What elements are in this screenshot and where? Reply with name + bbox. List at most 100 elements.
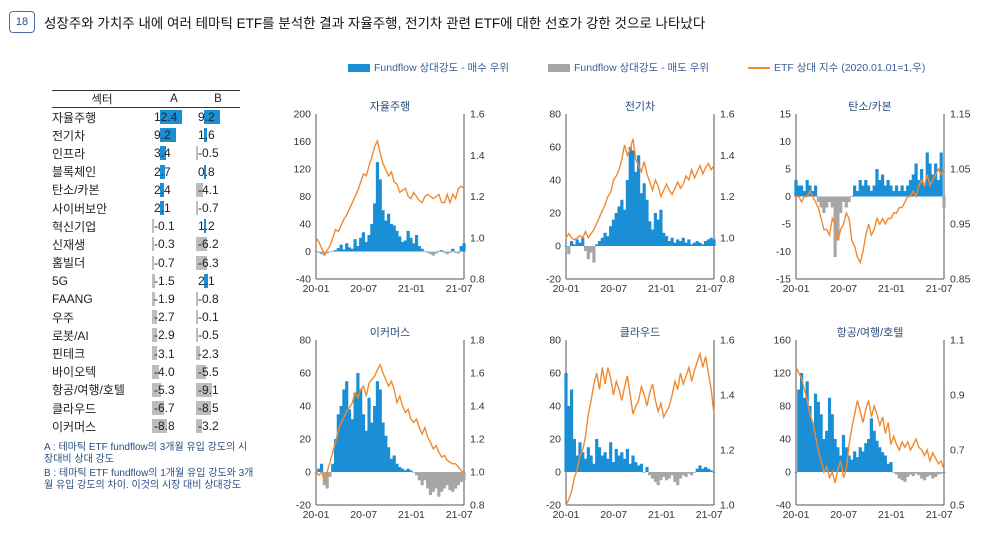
x-tick-label: 20-07 xyxy=(350,283,377,295)
table-value-b: 1.2 xyxy=(198,219,215,234)
fundflow-sell-bar xyxy=(653,472,657,482)
fundflow-sell-bar xyxy=(456,251,461,254)
y2-tick-label: 1.6 xyxy=(720,109,735,121)
table-bar-a xyxy=(152,382,162,397)
table-cell-b: -5.5 xyxy=(196,363,240,381)
fundflow-sell-bar xyxy=(841,196,846,202)
table-bar-b xyxy=(196,382,213,397)
fundflow-buy-bar xyxy=(664,236,669,246)
fundflow-sell-bar xyxy=(673,472,677,482)
table-cell-a: 9.2 xyxy=(152,126,196,144)
fundflow-buy-bar xyxy=(869,418,873,472)
table-cell-a: 3.4 xyxy=(152,144,196,162)
fundflow-buy-bar xyxy=(805,180,809,197)
table-cell-sector: 로봇/AI xyxy=(52,328,89,343)
fundflow-buy-bar xyxy=(361,232,366,252)
table-row: FAANG -1.9 -0.8 xyxy=(52,290,240,308)
fundflow-buy-bar xyxy=(841,434,846,472)
fundflow-buy-bar xyxy=(648,221,652,246)
table-cell-a: -8.8 xyxy=(152,417,196,435)
table-value-a: -2.7 xyxy=(154,310,175,325)
fundflow-buy-bar xyxy=(642,472,646,473)
fundflow-buy-bar xyxy=(645,467,649,472)
fundflow-sell-bar xyxy=(431,472,435,492)
legend-buy-label: Fundflow 상대강도 - 매수 우위 xyxy=(374,62,510,74)
fundflow-buy-bar xyxy=(701,244,705,246)
fundflow-buy-bar xyxy=(886,463,890,472)
fundflow-buy-bar xyxy=(869,191,873,197)
fundflow-buy-bar xyxy=(606,458,610,472)
table-value-b: 0.8 xyxy=(198,164,215,179)
x-tick-label: 20-01 xyxy=(303,283,330,295)
table-cell-a: -1.5 xyxy=(152,272,196,290)
y-tick-label: 20 xyxy=(549,434,561,446)
fundflow-buy-bar xyxy=(350,248,354,252)
y-tick-label: 60 xyxy=(549,142,561,154)
fundflow-buy-bar xyxy=(617,455,621,472)
legend-sell-label: Fundflow 상대강도 - 매도 우위 xyxy=(574,62,710,74)
fundflow-buy-bar xyxy=(797,389,801,472)
fundflow-buy-bar xyxy=(883,185,887,197)
table-cell-sector: 혁신기업 xyxy=(52,219,97,234)
fundflow-buy-bar xyxy=(911,174,915,197)
fundflow-buy-bar xyxy=(709,470,713,472)
fundflow-buy-bar xyxy=(706,239,711,246)
y-tick-label: 40 xyxy=(299,219,311,231)
fundflow-buy-bar xyxy=(894,185,899,197)
y2-tick-label: 1.6 xyxy=(720,335,735,347)
fundflow-buy-bar xyxy=(347,409,352,472)
table-row: 신재생 -0.3 -6.2 xyxy=(52,235,240,253)
fundflow-buy-bar xyxy=(364,241,368,252)
fundflow-buy-bar xyxy=(392,455,396,472)
y2-tick-label: 0.9 xyxy=(950,390,965,402)
fundflow-buy-bar xyxy=(331,251,335,252)
x-tick-label: 21-07 xyxy=(696,509,723,521)
table-row: 탄소/카본 2.4 -4.1 xyxy=(52,181,240,199)
table-cell-sector: 홈빌더 xyxy=(52,256,86,271)
fundflow-buy-bar xyxy=(364,430,368,472)
fundflow-sell-bar xyxy=(426,472,430,489)
fundflow-sell-bar xyxy=(440,472,444,492)
fundflow-buy-bar xyxy=(367,397,371,472)
fundflow-sell-bar xyxy=(936,472,941,475)
table-cell-sector: 전기차 xyxy=(52,128,86,143)
fundflow-buy-bar xyxy=(403,470,407,472)
table-cell-sector: 탄소/카본 xyxy=(52,183,100,198)
x-tick-label: 21-01 xyxy=(648,283,675,295)
fundflow-buy-bar xyxy=(816,401,820,472)
fundflow-buy-bar xyxy=(690,244,694,246)
x-tick-label: 20-01 xyxy=(303,509,330,521)
table-cell-sector: 클라우드 xyxy=(52,401,97,416)
fundflow-buy-bar xyxy=(353,392,357,472)
y-tick-label: -15 xyxy=(776,274,791,286)
y-tick-label: 60 xyxy=(299,368,311,380)
fundflow-sell-bar xyxy=(656,472,660,486)
fundflow-buy-bar xyxy=(414,235,419,252)
fundflow-sell-bar xyxy=(819,196,823,208)
fundflow-sell-bar xyxy=(690,472,694,476)
table-bar-b xyxy=(204,219,207,234)
table-bar-b xyxy=(204,110,221,124)
table-cell-b: 1.6 xyxy=(196,126,240,144)
table-cell-b: 1.2 xyxy=(196,217,240,235)
fundflow-sell-bar xyxy=(451,472,455,492)
etf-relative-index-line xyxy=(315,138,465,256)
fundflow-sell-bar xyxy=(827,196,832,202)
fundflow-sell-bar xyxy=(897,472,901,479)
fundflow-buy-bar xyxy=(392,225,396,252)
fundflow-sell-bar xyxy=(900,472,904,481)
table-bar-a xyxy=(160,128,177,143)
fundflow-buy-bar xyxy=(623,458,627,472)
table-row: 바이오텍 -4.0 -5.5 xyxy=(52,363,240,381)
fundflow-buy-bar xyxy=(889,462,893,472)
fundflow-buy-bar xyxy=(336,248,340,252)
fundflow-sell-bar xyxy=(816,196,820,202)
table-value-b: -5.5 xyxy=(198,364,219,379)
table-cell-b: -6.3 xyxy=(196,254,240,272)
table-bar-a xyxy=(160,110,182,124)
y2-tick-label: 1.0 xyxy=(470,232,485,244)
y2-tick-label: 0.95 xyxy=(950,219,971,231)
fundflow-buy-bar xyxy=(611,219,616,246)
x-tick-label: 20-01 xyxy=(783,283,810,295)
table-bar-b xyxy=(196,255,208,270)
